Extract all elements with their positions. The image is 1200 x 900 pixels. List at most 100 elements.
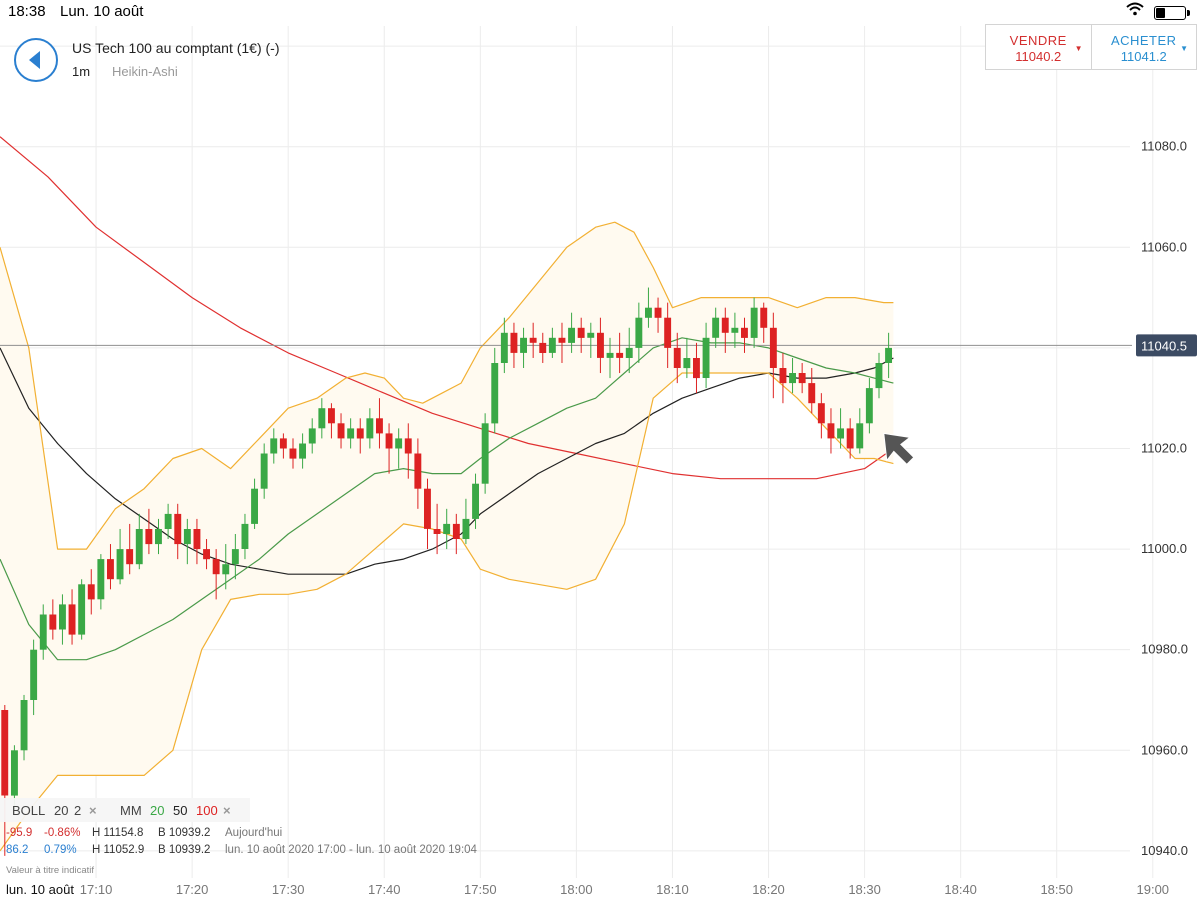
candle-down[interactable]	[539, 342, 547, 353]
candle-down[interactable]	[87, 584, 95, 600]
candle-down[interactable]	[433, 529, 441, 534]
candle-down[interactable]	[779, 368, 787, 384]
chart-type-selector[interactable]: Heikin-Ashi	[112, 64, 178, 79]
candle-down[interactable]	[174, 513, 182, 545]
candle-down[interactable]	[385, 433, 393, 449]
candle-up[interactable]	[731, 327, 739, 333]
candle-down[interactable]	[49, 614, 57, 630]
candle-up[interactable]	[39, 614, 47, 650]
candle-up[interactable]	[587, 332, 595, 338]
candle-down[interactable]	[817, 403, 825, 424]
candle-down[interactable]	[289, 448, 297, 459]
candle-down[interactable]	[404, 438, 412, 454]
candle-down[interactable]	[760, 307, 768, 328]
caret-down-icon[interactable]: ▼	[1180, 44, 1188, 53]
candle-down[interactable]	[510, 332, 518, 353]
candle-up[interactable]	[472, 483, 479, 519]
timeframe-selector[interactable]: 1m	[72, 64, 91, 79]
candle-up[interactable]	[875, 363, 883, 389]
candle-up[interactable]	[308, 428, 316, 444]
candle-down[interactable]	[145, 529, 153, 545]
candle-up[interactable]	[606, 352, 614, 358]
candle-up[interactable]	[462, 518, 470, 539]
candle-up[interactable]	[395, 438, 403, 449]
candle-up[interactable]	[481, 423, 489, 484]
candle-up[interactable]	[683, 358, 691, 369]
candle-up[interactable]	[30, 649, 38, 700]
caret-down-icon[interactable]: ▼	[1074, 44, 1083, 53]
buy-button[interactable]: ACHETER 11041.2 ▼	[1090, 25, 1197, 69]
candle-up[interactable]	[20, 700, 28, 751]
candle-down[interactable]	[452, 523, 460, 539]
candle-down[interactable]	[616, 352, 624, 358]
candle-up[interactable]	[231, 549, 239, 565]
candle-down[interactable]	[693, 358, 700, 379]
candle-up[interactable]	[222, 564, 230, 575]
candle-down[interactable]	[1, 710, 9, 796]
remove-boll-icon[interactable]: ×	[89, 803, 97, 818]
boll-name[interactable]: BOLL	[12, 803, 46, 818]
candle-down[interactable]	[558, 337, 566, 343]
candle-up[interactable]	[251, 488, 258, 524]
candle-down[interactable]	[577, 327, 585, 338]
candle-up[interactable]	[491, 363, 499, 424]
candle-up[interactable]	[97, 559, 105, 600]
candle-down[interactable]	[827, 423, 835, 439]
candle-up[interactable]	[11, 750, 18, 796]
candle-up[interactable]	[712, 317, 720, 338]
candle-up[interactable]	[270, 438, 278, 454]
candle-down[interactable]	[808, 383, 816, 404]
candle-down[interactable]	[597, 332, 604, 358]
candle-down[interactable]	[414, 453, 422, 489]
candle-up[interactable]	[366, 418, 374, 439]
candle-up[interactable]	[155, 529, 162, 545]
mm-name[interactable]: MM	[120, 803, 142, 818]
candle-down[interactable]	[741, 327, 748, 338]
candle-down[interactable]	[673, 347, 681, 368]
candle-up[interactable]	[500, 332, 508, 363]
candle-up[interactable]	[443, 523, 451, 534]
candle-down[interactable]	[328, 408, 335, 424]
candle-down[interactable]	[126, 549, 134, 565]
candle-down[interactable]	[424, 488, 431, 529]
candle-down[interactable]	[193, 529, 201, 550]
candle-down[interactable]	[107, 559, 114, 580]
candle-down[interactable]	[664, 317, 672, 348]
candle-down[interactable]	[654, 307, 662, 318]
candle-up[interactable]	[347, 428, 355, 439]
candle-down[interactable]	[203, 549, 210, 560]
candle-up[interactable]	[59, 604, 66, 630]
candle-up[interactable]	[865, 388, 873, 424]
candle-up[interactable]	[318, 408, 326, 429]
candle-down[interactable]	[212, 559, 220, 575]
candle-up[interactable]	[116, 549, 124, 580]
candle-up[interactable]	[520, 337, 527, 353]
candle-down[interactable]	[356, 428, 364, 439]
back-button[interactable]	[14, 38, 58, 82]
candle-up[interactable]	[885, 347, 892, 363]
candle-up[interactable]	[635, 317, 643, 348]
candle-up[interactable]	[856, 423, 864, 449]
candle-down[interactable]	[846, 428, 854, 449]
candle-up[interactable]	[183, 529, 191, 545]
candle-up[interactable]	[750, 307, 758, 338]
candle-down[interactable]	[337, 423, 345, 439]
candle-up[interactable]	[702, 337, 710, 378]
candle-up[interactable]	[548, 337, 556, 353]
candle-up[interactable]	[625, 347, 633, 358]
candle-up[interactable]	[299, 443, 306, 459]
sell-button[interactable]: VENDRE 11040.2 ▼	[986, 25, 1091, 69]
candle-up[interactable]	[645, 307, 652, 318]
candle-down[interactable]	[769, 327, 777, 368]
candle-up[interactable]	[568, 327, 575, 343]
candle-up[interactable]	[260, 453, 268, 489]
candle-up[interactable]	[789, 373, 796, 384]
candle-down[interactable]	[68, 604, 76, 635]
candle-up[interactable]	[78, 584, 86, 635]
remove-mm-icon[interactable]: ×	[223, 803, 231, 818]
candle-up[interactable]	[135, 529, 143, 565]
candle-up[interactable]	[164, 513, 172, 529]
candle-down[interactable]	[529, 337, 537, 343]
candle-up[interactable]	[241, 523, 249, 549]
